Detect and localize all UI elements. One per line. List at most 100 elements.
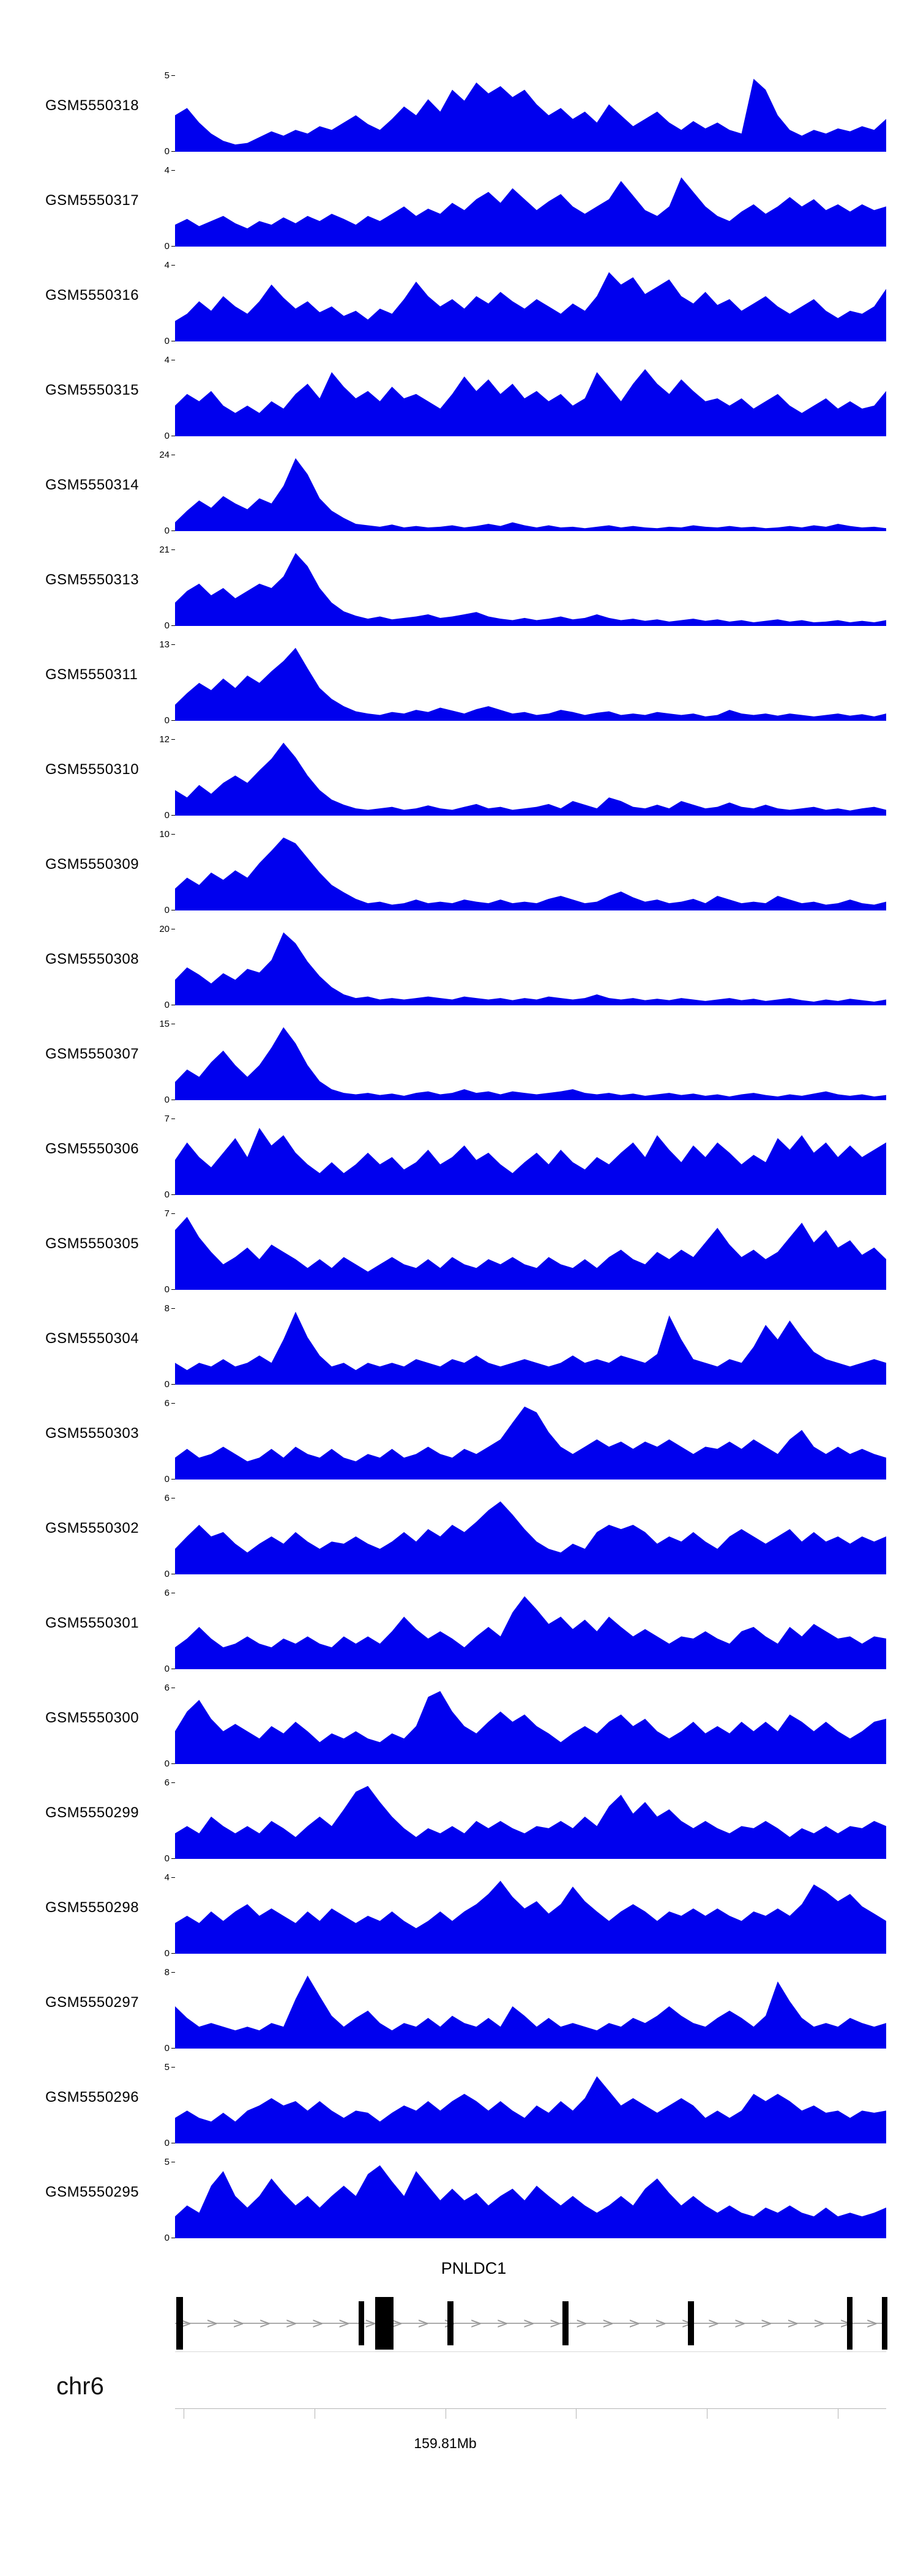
strand-arrow-icon: >: [232, 2315, 245, 2332]
track-label: GSM5550311: [45, 666, 138, 683]
coverage-track-row: GSM5550307 15 0: [0, 1007, 918, 1104]
track-label: GSM5550308: [45, 950, 140, 967]
track-label: GSM5550318: [45, 97, 140, 114]
gene-name-label: PNLDC1: [441, 2259, 507, 2277]
coverage-area: [175, 458, 886, 531]
track-label: GSM5550300: [45, 1709, 140, 1726]
y-axis-max-label: 5: [164, 70, 170, 81]
y-axis-tick: [171, 1972, 175, 1973]
y-axis-tick: [171, 1782, 175, 1783]
exon: [176, 2297, 183, 2350]
track-plot: 6 0: [165, 1399, 886, 1484]
y-axis-tick: [171, 815, 175, 816]
coverage-track-row: GSM5550305 7 0: [0, 1196, 918, 1294]
coverage-track-row: GSM5550314 24 0: [0, 437, 918, 536]
coverage-track-row: GSM5550309 10 0: [0, 817, 918, 915]
y-axis-zero-label: 0: [164, 620, 170, 631]
y-axis-tick: [171, 1403, 175, 1404]
y-axis-tick: [171, 170, 175, 171]
y-axis-max-label: 15: [159, 1019, 170, 1029]
coverage-track-row: GSM5550306 7 0: [0, 1101, 918, 1199]
track-plot: 15 0: [159, 1019, 886, 1104]
strand-arrow-icon: >: [707, 2315, 720, 2332]
y-axis-tick: [171, 834, 175, 835]
track-plot: 6 0: [165, 1778, 886, 1863]
exon: [375, 2297, 394, 2350]
track-plot: 6 0: [165, 1588, 886, 1673]
y-axis-zero-label: 0: [164, 1000, 170, 1010]
y-axis-zero-label: 0: [164, 905, 170, 915]
track-plot: 10 0: [159, 830, 886, 915]
strand-arrow-icon: >: [575, 2315, 588, 2332]
y-axis-zero-label: 0: [164, 1759, 170, 1769]
coverage-track-row: GSM5550299 6 0: [0, 1765, 918, 1863]
coverage-area: [175, 1128, 886, 1195]
track-plot: 12 0: [159, 735, 886, 820]
y-axis-max-label: 8: [164, 1303, 170, 1314]
exon: [882, 2297, 888, 2350]
coverage-area: [175, 553, 886, 626]
coverage-area: [175, 1596, 886, 1669]
y-axis-zero-label: 0: [164, 1853, 170, 1864]
y-axis-tick: [171, 549, 175, 550]
y-axis-tick: [171, 151, 175, 152]
y-axis-max-label: 5: [164, 2157, 170, 2167]
coverage-area: [175, 177, 886, 247]
strand-arrow-icon: >: [364, 2315, 377, 2332]
y-axis-tick: [171, 1194, 175, 1195]
y-axis-max-label: 8: [164, 1967, 170, 1978]
strand-arrow-icon: >: [760, 2315, 773, 2332]
coverage-area: [175, 2165, 886, 2238]
strand-arrow-icon: >: [258, 2315, 271, 2332]
coverage-track-row: GSM5550300 6 0: [0, 1670, 918, 1769]
axis-tick: [576, 2408, 577, 2419]
gene-line: [175, 2323, 886, 2324]
y-axis-zero-label: 0: [164, 1379, 170, 1390]
y-axis-zero-label: 0: [164, 526, 170, 536]
track-plot: 4 0: [165, 166, 886, 251]
y-axis-max-label: 4: [164, 355, 170, 365]
exon: [687, 2301, 695, 2345]
track-label: GSM5550295: [45, 2183, 140, 2200]
y-axis-zero-label: 0: [164, 431, 170, 441]
y-axis-tick: [171, 1763, 175, 1764]
track-plot: 8 0: [165, 1304, 886, 1389]
track-plot: 8 0: [165, 1968, 886, 2053]
track-label: GSM5550299: [45, 1804, 140, 1821]
strand-arrow-icon: >: [523, 2315, 536, 2332]
coverage-track-row: GSM5550308 20 0: [0, 912, 918, 1010]
y-axis-max-label: 7: [164, 1208, 170, 1219]
track-label: GSM5550298: [45, 1899, 140, 1916]
y-axis-max-label: 4: [164, 165, 170, 176]
axis-position-label: 159.81Mb: [414, 2435, 477, 2451]
coverage-track-row: GSM5550302 6 0: [0, 1481, 918, 1579]
strand-arrow-icon: >: [496, 2315, 509, 2332]
coverage-area: [175, 742, 886, 816]
track-label: GSM5550296: [45, 2088, 140, 2105]
track-plot: 4 0: [165, 1873, 886, 1958]
y-axis-tick: [171, 1213, 175, 1214]
strand-arrow-icon: >: [602, 2315, 614, 2332]
coverage-track-row: GSM5550295 5 0: [0, 2145, 918, 2243]
track-plot: 20 0: [159, 925, 886, 1010]
strand-arrow-icon: >: [285, 2315, 297, 2332]
y-axis-tick: [171, 1384, 175, 1385]
track-plot: 7 0: [165, 1114, 886, 1199]
y-axis-tick: [171, 644, 175, 645]
y-axis-max-label: 4: [164, 1872, 170, 1883]
y-axis-max-label: 7: [164, 1114, 170, 1124]
track-label: GSM5550309: [45, 855, 140, 873]
track-label: GSM5550306: [45, 1140, 140, 1157]
y-axis-tick: [171, 1289, 175, 1290]
coverage-track-row: GSM5550304 8 0: [0, 1291, 918, 1389]
coverage-area: [175, 2076, 886, 2143]
strand-arrow-icon: >: [469, 2315, 482, 2332]
y-axis-max-label: 20: [159, 924, 170, 934]
strand-arrow-icon: >: [417, 2315, 430, 2332]
y-axis-tick: [171, 75, 175, 76]
y-axis-max-label: 6: [164, 1588, 170, 1598]
track-plot: 6 0: [165, 1494, 886, 1579]
track-label: GSM5550302: [45, 1519, 140, 1536]
separator-line: [175, 2351, 886, 2352]
y-axis-tick: [171, 739, 175, 740]
